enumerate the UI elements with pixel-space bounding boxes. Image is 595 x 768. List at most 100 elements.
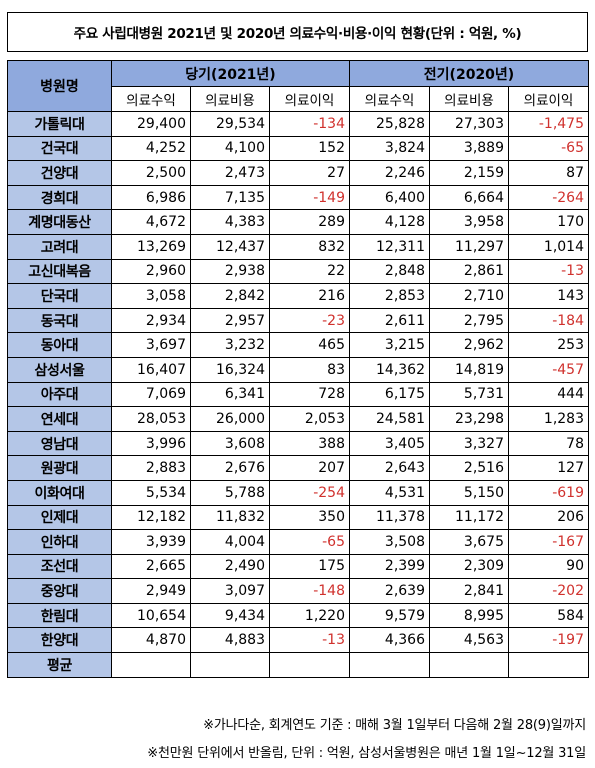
hospital-finance-table: 병원명 당기(2021년) 전기(2020년) 의료수익 의료비용 의료이익 의… bbox=[7, 60, 589, 679]
value-cell: 87 bbox=[508, 160, 589, 186]
value-cell: 2,841 bbox=[429, 578, 509, 604]
value-cell: 16,407 bbox=[111, 356, 191, 383]
hospital-name: 계명대동산 bbox=[7, 209, 112, 235]
table-row: 인제대 12,182 11,832 350 11,378 11,172 206 bbox=[7, 504, 589, 531]
hospital-name: 원광대 bbox=[7, 455, 112, 481]
value-cell: 3,058 bbox=[111, 283, 191, 309]
value-cell: 2,938 bbox=[190, 258, 270, 285]
hospital-name: 고신대복음 bbox=[7, 258, 112, 285]
value-cell: -619 bbox=[508, 479, 589, 506]
value-cell: -65 bbox=[269, 529, 350, 555]
value-cell: 2,665 bbox=[111, 553, 191, 580]
table-row: 고신대복음 2,960 2,938 22 2,848 2,861 -13 bbox=[7, 258, 589, 285]
hospital-name: 단국대 bbox=[7, 283, 112, 309]
table-body: 가톨릭대 29,400 29,534 -134 25,828 27,303 -1,475 건국… bbox=[7, 111, 589, 679]
header-column: 의료이익 bbox=[269, 86, 350, 112]
value-cell: 2,676 bbox=[190, 455, 270, 481]
value-cell: 1,283 bbox=[508, 406, 589, 432]
value-cell: 2,500 bbox=[111, 160, 191, 186]
header-hospital: 병원명 bbox=[7, 60, 112, 112]
footnote-units: ※천만원 단위에서 반올림, 단위 : 억원, 삼성서울병원은 매년 1월 1일… bbox=[147, 746, 586, 761]
value-cell: 11,172 bbox=[429, 504, 509, 531]
table-row: 건국대 4,252 4,100 152 3,824 3,889 -65 bbox=[7, 135, 589, 162]
hospital-name: 이화여대 bbox=[7, 479, 112, 506]
hospital-name: 삼성서울 bbox=[7, 356, 112, 383]
table-row: 중앙대 2,949 3,097 -148 2,639 2,841 -202 bbox=[7, 578, 589, 604]
value-cell: 5,731 bbox=[429, 381, 509, 408]
value-cell: 12,437 bbox=[190, 233, 270, 260]
value-cell: 11,297 bbox=[429, 233, 509, 260]
table-row: 이화여대 5,534 5,788 -254 4,531 5,150 -619 bbox=[7, 479, 589, 506]
value-cell: 2,611 bbox=[349, 307, 430, 334]
hospital-name: 가톨릭대 bbox=[7, 111, 112, 137]
value-cell: 3,824 bbox=[349, 135, 430, 162]
value-cell: 4,004 bbox=[190, 529, 270, 555]
value-cell: 2,962 bbox=[429, 332, 509, 358]
value-cell: -65 bbox=[508, 135, 589, 162]
table-row: 인하대 3,939 4,004 -65 3,508 3,675 -167 bbox=[7, 529, 589, 555]
value-cell: 2,246 bbox=[349, 160, 430, 186]
value-cell: 388 bbox=[269, 430, 350, 457]
value-cell: 2,053 bbox=[269, 406, 350, 432]
hospital-name: 경희대 bbox=[7, 184, 112, 211]
value-cell: 11,378 bbox=[349, 504, 430, 531]
value-cell: 90 bbox=[508, 553, 589, 580]
value-cell: 2,473 bbox=[190, 160, 270, 186]
value-cell: 11,832 bbox=[190, 504, 270, 531]
value-cell: 2,159 bbox=[429, 160, 509, 186]
document-frame: 주요 사립대병원 2021년 및 2020년 의료수익·비용·이익 현황(단위 … bbox=[7, 12, 589, 679]
value-cell: 83 bbox=[269, 356, 350, 383]
value-cell bbox=[429, 652, 509, 679]
value-cell: -264 bbox=[508, 184, 589, 211]
value-cell: 9,579 bbox=[349, 602, 430, 629]
value-cell: 27 bbox=[269, 160, 350, 186]
hospital-name: 동아대 bbox=[7, 332, 112, 358]
value-cell bbox=[111, 652, 191, 679]
value-cell: 29,400 bbox=[111, 111, 191, 137]
value-cell bbox=[269, 652, 350, 679]
value-cell: -184 bbox=[508, 307, 589, 334]
value-cell: 3,958 bbox=[429, 209, 509, 235]
value-cell: 5,150 bbox=[429, 479, 509, 506]
header-column: 의료수익 bbox=[349, 86, 430, 112]
hospital-name: 한림대 bbox=[7, 602, 112, 629]
value-cell: -254 bbox=[269, 479, 350, 506]
value-cell: 170 bbox=[508, 209, 589, 235]
value-cell: 4,563 bbox=[429, 627, 509, 654]
header-column: 의료수익 bbox=[111, 86, 191, 112]
value-cell: 7,135 bbox=[190, 184, 270, 211]
table-row: 동아대 3,697 3,232 465 3,215 2,962 253 bbox=[7, 332, 589, 358]
value-cell: 832 bbox=[269, 233, 350, 260]
value-cell: 2,643 bbox=[349, 455, 430, 481]
value-cell: 16,324 bbox=[190, 356, 270, 383]
value-cell: 728 bbox=[269, 381, 350, 408]
header-column: 의료비용 bbox=[429, 86, 509, 112]
value-cell: -202 bbox=[508, 578, 589, 604]
value-cell: 3,097 bbox=[190, 578, 270, 604]
value-cell: 12,182 bbox=[111, 504, 191, 531]
value-cell: -148 bbox=[269, 578, 350, 604]
table-row: 삼성서울 16,407 16,324 83 14,362 14,819 -457 bbox=[7, 356, 589, 383]
value-cell bbox=[349, 652, 430, 679]
value-cell: 6,341 bbox=[190, 381, 270, 408]
hospital-name: 연세대 bbox=[7, 406, 112, 432]
value-cell bbox=[190, 652, 270, 679]
hospital-name: 평균 bbox=[7, 652, 112, 679]
value-cell: 2,309 bbox=[429, 553, 509, 580]
value-cell: 2,516 bbox=[429, 455, 509, 481]
value-cell: 3,327 bbox=[429, 430, 509, 457]
value-cell: 4,383 bbox=[190, 209, 270, 235]
value-cell: 2,639 bbox=[349, 578, 430, 604]
value-cell: 2,960 bbox=[111, 258, 191, 285]
table-row: 고려대 13,269 12,437 832 12,311 11,297 1,014 bbox=[7, 233, 589, 260]
value-cell: 3,508 bbox=[349, 529, 430, 555]
value-cell: 2,710 bbox=[429, 283, 509, 309]
value-cell: 14,819 bbox=[429, 356, 509, 383]
value-cell: -13 bbox=[508, 258, 589, 285]
value-cell: 3,608 bbox=[190, 430, 270, 457]
value-cell: 4,883 bbox=[190, 627, 270, 654]
value-cell: -134 bbox=[269, 111, 350, 137]
value-cell: -457 bbox=[508, 356, 589, 383]
value-cell: -13 bbox=[269, 627, 350, 654]
table-row: 건양대 2,500 2,473 27 2,246 2,159 87 bbox=[7, 160, 589, 186]
